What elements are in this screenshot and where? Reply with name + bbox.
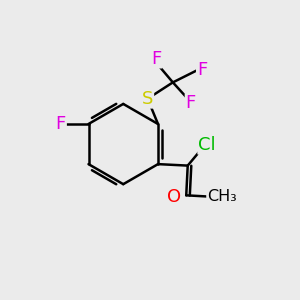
Text: F: F xyxy=(186,94,196,112)
Text: Cl: Cl xyxy=(198,136,216,154)
Text: F: F xyxy=(197,61,207,80)
Text: O: O xyxy=(167,188,182,206)
Text: S: S xyxy=(142,90,153,108)
Text: F: F xyxy=(152,50,162,68)
Text: CH₃: CH₃ xyxy=(207,189,237,204)
Text: F: F xyxy=(56,115,66,133)
